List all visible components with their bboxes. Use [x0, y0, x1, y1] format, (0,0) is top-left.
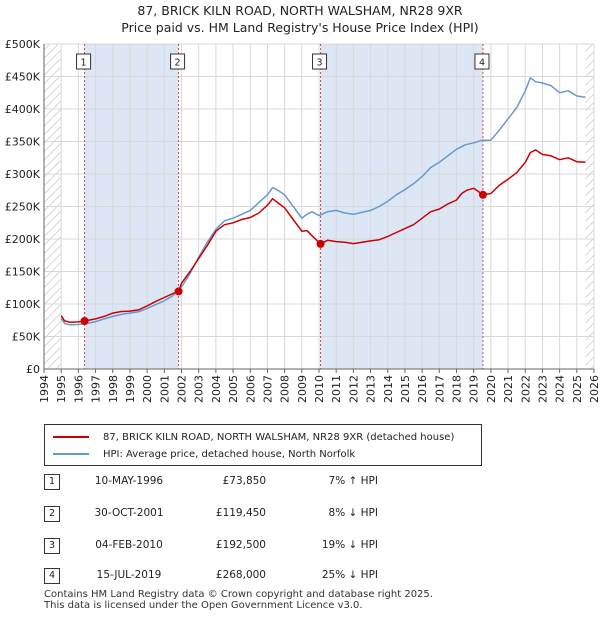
sale-label: 1 [81, 58, 87, 69]
x-tick-label: 2017 [433, 375, 446, 403]
sale-number-badge: 4 [44, 568, 60, 584]
y-tick-label: £350K [5, 136, 41, 149]
sale-price: £119,450 [215, 507, 266, 519]
x-tick-label: 1995 [55, 375, 68, 403]
x-tick-label: 2019 [468, 375, 481, 403]
legend-label-property: 87, BRICK KILN ROAD, NORTH WALSHAM, NR28… [103, 431, 455, 443]
property-series-line [60, 149, 586, 323]
sale-label: 4 [479, 58, 485, 69]
legend-item-hpi: HPI: Average price, detached house, Nort… [53, 447, 355, 461]
sale-hpi-diff: 25% ↓ HPI [321, 569, 378, 581]
x-tick-label: 2024 [554, 375, 567, 403]
sale-date: 04-FEB-2010 [95, 539, 163, 551]
x-tick-label: 1998 [107, 375, 120, 403]
legend-swatch-property [53, 436, 89, 438]
x-tick-label: 2001 [158, 375, 171, 403]
sale-point [478, 190, 487, 199]
x-tick-label: 2008 [279, 375, 292, 403]
x-tick-label: 2011 [330, 375, 343, 403]
sale-hpi-diff: 7% ↑ HPI [328, 475, 378, 487]
x-tick-label: 1994 [38, 375, 51, 403]
sale-label: 3 [317, 58, 323, 69]
sale-hpi-diff: 19% ↓ HPI [321, 539, 378, 551]
sale-number-badge: 3 [44, 538, 60, 554]
legend-swatch-hpi [53, 453, 89, 455]
sale-number-badge: 1 [44, 474, 60, 490]
x-tick-label: 1997 [90, 375, 103, 403]
sale-point [174, 287, 183, 296]
sale-price: £192,500 [215, 539, 266, 551]
title-line-1: 87, BRICK KILN ROAD, NORTH WALSHAM, NR28… [137, 3, 463, 18]
x-tick-label: 2010 [313, 375, 326, 403]
x-tick-label: 2022 [519, 375, 532, 403]
sale-point [316, 239, 325, 248]
x-tick-label: 2021 [502, 375, 515, 403]
sale-date: 30-OCT-2001 [94, 507, 164, 519]
footer-line-1: Contains HM Land Registry data © Crown c… [44, 589, 433, 600]
x-tick-label: 2004 [210, 375, 223, 403]
y-tick-label: £200K [5, 233, 41, 246]
x-tick-label: 2006 [244, 375, 257, 403]
legend-item-property: 87, BRICK KILN ROAD, NORTH WALSHAM, NR28… [53, 430, 454, 444]
y-tick-label: £50K [12, 331, 41, 344]
copyright-footer: Contains HM Land Registry data © Crown c… [44, 589, 433, 611]
y-tick-label: £500K [5, 38, 41, 51]
x-tick-label: 2013 [365, 375, 378, 403]
price-chart: 1 2 3 4 £0 £50K £100K £150K £200K £250K £300K £350K… [5, 38, 600, 403]
footer-line-2: This data is licensed under the Open Gov… [44, 600, 363, 611]
x-tick-label: 2007 [261, 375, 274, 403]
sale-hpi-diff: 8% ↓ HPI [328, 507, 378, 519]
x-tick-label: 2000 [141, 375, 154, 403]
x-tick-label: 2018 [451, 375, 464, 403]
x-tick-label: 2026 [588, 375, 600, 403]
sale-label-box [170, 53, 186, 70]
title-line-2: Price paid vs. HM Land Registry's House … [121, 20, 479, 35]
x-tick-label: 2009 [296, 375, 309, 403]
y-tick-label: £300K [5, 168, 41, 181]
y-tick-label: £250K [5, 201, 41, 214]
x-tick-label: 2020 [485, 375, 498, 403]
chart-title: 87, BRICK KILN ROAD, NORTH WALSHAM, NR28… [0, 2, 600, 36]
sale-label-box [312, 53, 328, 70]
x-tick-label: 2025 [571, 375, 584, 403]
y-tick-label: £0 [26, 363, 40, 376]
sale-label-box [474, 53, 490, 70]
sale-point [80, 316, 89, 325]
x-tick-label: 2014 [382, 375, 395, 403]
table-row: 4 15-JUL-2019 £268,000 25% ↓ HPI [44, 566, 444, 586]
x-tick-label: 2012 [347, 375, 360, 403]
y-tick-label: £100K [5, 298, 41, 311]
y-tick-label: £150K [5, 266, 41, 279]
y-tick-label: £450K [5, 71, 41, 84]
sale-number-badge: 2 [44, 506, 60, 522]
table-row: 2 30-OCT-2001 £119,450 8% ↓ HPI [44, 504, 444, 524]
x-tick-label: 2023 [536, 375, 549, 403]
sale-date: 10-MAY-1996 [94, 475, 164, 487]
x-tick-label: 2015 [399, 375, 412, 403]
x-tick-label: 2003 [193, 375, 206, 403]
sale-price: £268,000 [215, 569, 266, 581]
table-row: 1 10-MAY-1996 £73,850 7% ↑ HPI [44, 472, 444, 492]
x-tick-label: 1999 [124, 375, 137, 403]
x-tick-label: 2016 [416, 375, 429, 403]
sale-label: 2 [175, 58, 181, 69]
sale-date: 15-JUL-2019 [96, 569, 162, 581]
sale-price: £73,850 [222, 475, 266, 487]
x-tick-label: 1996 [72, 375, 85, 403]
legend-label-hpi: HPI: Average price, detached house, Nort… [103, 448, 356, 460]
table-row: 3 04-FEB-2010 £192,500 19% ↓ HPI [44, 536, 444, 556]
x-tick-label: 2002 [176, 375, 189, 403]
hpi-series-line [60, 77, 586, 326]
y-tick-label: £400K [5, 103, 41, 116]
legend: 87, BRICK KILN ROAD, NORTH WALSHAM, NR28… [44, 424, 482, 466]
x-tick-label: 2005 [227, 375, 240, 403]
sale-label-box [76, 53, 92, 70]
